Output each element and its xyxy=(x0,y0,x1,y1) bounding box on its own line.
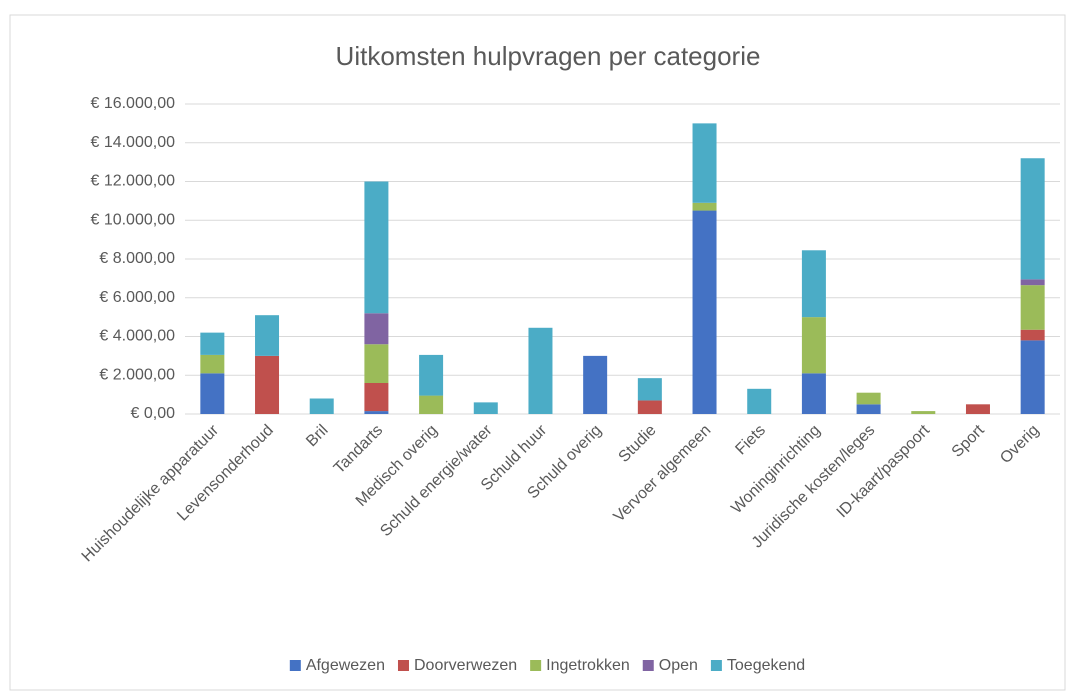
bar-segment xyxy=(473,402,498,414)
bar-segment xyxy=(1020,158,1045,280)
bar-segment xyxy=(419,395,444,414)
bar-segment xyxy=(364,344,389,383)
y-tick-label: € 12.000,00 xyxy=(90,173,175,190)
bar-segment xyxy=(200,373,225,414)
legend-label: Open xyxy=(659,657,698,674)
bar-segment xyxy=(364,181,389,314)
bar-segment xyxy=(528,327,553,414)
bar-segment xyxy=(583,355,608,414)
y-tick-label: € 16.000,00 xyxy=(90,95,175,112)
bar-segment xyxy=(747,388,772,414)
y-tick-label: € 4.000,00 xyxy=(99,328,175,345)
bar-segment xyxy=(364,383,389,412)
y-tick-label: € 10.000,00 xyxy=(90,211,175,228)
bar-segment xyxy=(637,400,662,414)
bar-segment xyxy=(364,313,389,345)
y-tick-label: € 8.000,00 xyxy=(99,250,175,267)
chart-title: Uitkomsten hulpvragen per categorie xyxy=(336,41,761,71)
bar-segment xyxy=(1020,285,1045,330)
bar-segment xyxy=(856,392,881,405)
bar-segment xyxy=(1020,329,1045,341)
legend-label: Afgewezen xyxy=(306,657,385,674)
y-tick-label: € 6.000,00 xyxy=(99,289,175,306)
y-tick-label: € 0,00 xyxy=(131,405,176,422)
bar-segment xyxy=(309,398,334,414)
bar-segment xyxy=(255,355,280,414)
legend-swatch xyxy=(530,660,542,671)
bar-segment xyxy=(419,354,444,396)
bar-segment xyxy=(692,123,717,203)
bar-segment xyxy=(1020,279,1045,286)
bar-segment xyxy=(255,315,280,356)
y-tick-label: € 14.000,00 xyxy=(90,134,175,151)
legend-swatch xyxy=(642,660,654,671)
bar-segment xyxy=(692,202,717,211)
y-tick-label: € 2.000,00 xyxy=(99,366,175,383)
bar-segment xyxy=(1020,340,1045,414)
legend-label: Toegekend xyxy=(727,657,805,674)
bar-segment xyxy=(692,210,717,414)
bar-segment xyxy=(637,378,662,401)
bar-segment xyxy=(200,354,225,374)
bar-segment xyxy=(364,411,389,414)
bar-segment xyxy=(965,404,990,414)
bar-segment xyxy=(200,332,225,355)
legend-label: Ingetrokken xyxy=(546,657,630,674)
legend-swatch xyxy=(289,660,301,671)
legend-swatch xyxy=(397,660,409,671)
bar-segment xyxy=(801,250,826,318)
legend-swatch xyxy=(710,660,722,671)
bar-segment xyxy=(911,411,936,414)
bar-segment xyxy=(801,317,826,374)
legend-label: Doorverwezen xyxy=(414,657,517,674)
bar-segment xyxy=(801,373,826,414)
bar-segment xyxy=(856,404,881,414)
